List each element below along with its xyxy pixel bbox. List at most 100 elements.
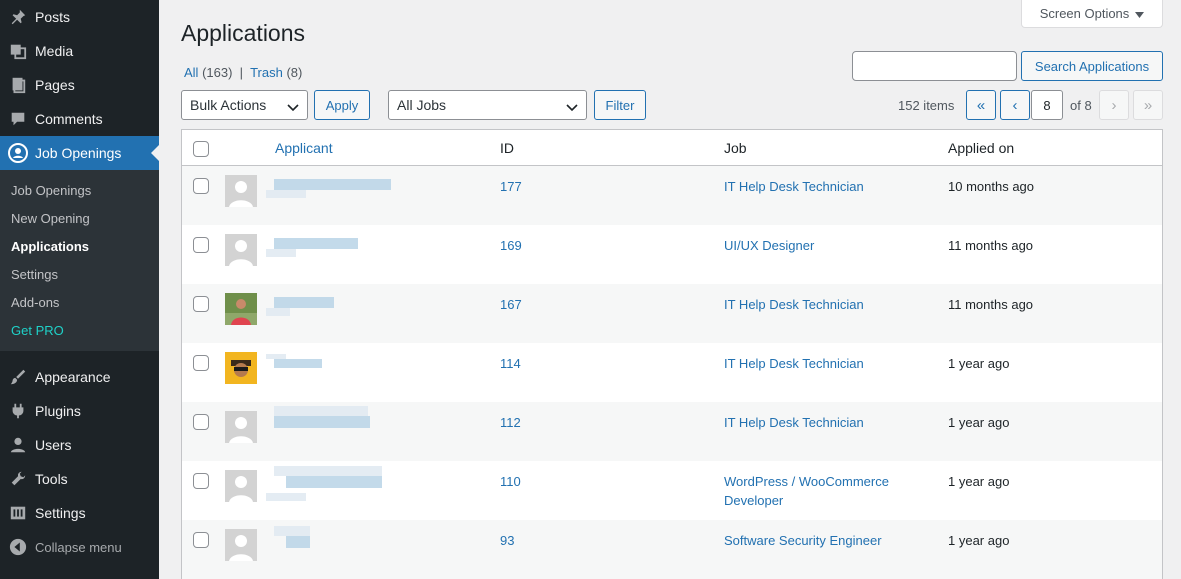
submenu-job-openings[interactable]: Job Openings bbox=[11, 183, 92, 198]
row-checkbox[interactable] bbox=[193, 473, 209, 489]
job-link[interactable]: IT Help Desk Technician bbox=[724, 297, 864, 312]
menu-label: Users bbox=[35, 437, 72, 453]
table-row: 93 Software Security Engineer 1 year ago bbox=[182, 520, 1162, 579]
menu-settings[interactable]: Settings bbox=[0, 496, 159, 530]
last-page-button: » bbox=[1133, 90, 1163, 120]
person-badge-icon bbox=[8, 143, 28, 163]
menu-comments[interactable]: Comments bbox=[0, 102, 159, 136]
bulk-actions-value: Bulk Actions bbox=[190, 97, 267, 113]
page-title: Applications bbox=[181, 20, 306, 46]
search-input[interactable] bbox=[852, 51, 1017, 81]
settings-icon bbox=[8, 503, 28, 523]
collapse-menu-label: Collapse menu bbox=[35, 539, 122, 555]
pages-icon bbox=[8, 75, 28, 95]
application-id-link[interactable]: 93 bbox=[500, 533, 515, 548]
application-id-link[interactable]: 114 bbox=[500, 356, 521, 371]
submenu-settings[interactable]: Settings bbox=[11, 267, 58, 282]
menu-label: Job Openings bbox=[35, 145, 122, 161]
view-all-link[interactable]: All bbox=[184, 65, 199, 80]
admin-sidebar: Posts Media Pages Comments Job Openings … bbox=[0, 0, 159, 579]
menu-pages[interactable]: Pages bbox=[0, 68, 159, 102]
menu-job-openings[interactable]: Job Openings bbox=[0, 136, 159, 170]
menu-label: Plugins bbox=[35, 403, 81, 419]
chevron-down-icon bbox=[287, 100, 299, 116]
search-applications-button[interactable]: Search Applications bbox=[1021, 51, 1163, 81]
submenu-get-pro[interactable]: Get PRO bbox=[11, 323, 64, 338]
avatar bbox=[225, 234, 257, 266]
main-content: Screen Options Applications All (163) | … bbox=[159, 0, 1181, 579]
job-link[interactable]: IT Help Desk Technician bbox=[724, 415, 864, 430]
screen-options-button[interactable]: Screen Options bbox=[1021, 0, 1163, 28]
menu-label: Appearance bbox=[35, 369, 111, 385]
wrench-icon bbox=[8, 469, 28, 489]
collapse-arrow-icon bbox=[8, 537, 28, 557]
chevron-down-icon bbox=[566, 100, 578, 116]
menu-label: Settings bbox=[35, 505, 86, 521]
current-page-input[interactable]: 8 bbox=[1031, 90, 1063, 120]
column-applicant[interactable]: Applicant bbox=[275, 140, 333, 156]
menu-label: Comments bbox=[35, 111, 103, 127]
application-id-link[interactable]: 169 bbox=[500, 238, 522, 253]
applied-on: 11 months ago bbox=[948, 297, 1034, 312]
menu-tools[interactable]: Tools bbox=[0, 462, 159, 496]
menu-label: Tools bbox=[35, 471, 68, 487]
view-trash-link[interactable]: Trash bbox=[250, 65, 283, 80]
application-id-link[interactable]: 167 bbox=[500, 297, 522, 312]
column-applied-on: Applied on bbox=[948, 140, 1015, 156]
submenu-applications[interactable]: Applications bbox=[11, 239, 90, 254]
avatar bbox=[225, 175, 257, 207]
select-all-checkbox[interactable] bbox=[193, 141, 209, 157]
avatar bbox=[225, 293, 257, 325]
column-id: ID bbox=[500, 140, 514, 156]
job-link[interactable]: UI/UX Designer bbox=[724, 238, 815, 253]
applications-table: Applicant ID Job Applied on 177 IT Help … bbox=[181, 129, 1163, 579]
row-checkbox[interactable] bbox=[193, 355, 209, 371]
first-page-button[interactable]: « bbox=[966, 90, 996, 120]
bulk-actions-select[interactable]: Bulk Actions bbox=[181, 90, 308, 120]
jobs-filter-select[interactable]: All Jobs bbox=[388, 90, 587, 120]
row-checkbox[interactable] bbox=[193, 414, 209, 430]
job-link[interactable]: IT Help Desk Technician bbox=[724, 179, 864, 194]
application-id-link[interactable]: 110 bbox=[500, 474, 521, 489]
menu-media[interactable]: Media bbox=[0, 34, 159, 68]
column-job: Job bbox=[724, 140, 747, 156]
avatar bbox=[225, 529, 257, 561]
media-icon bbox=[8, 41, 28, 61]
row-checkbox[interactable] bbox=[193, 237, 209, 253]
submenu-new-opening[interactable]: New Opening bbox=[11, 211, 90, 226]
menu-users[interactable]: Users bbox=[0, 428, 159, 462]
prev-page-button[interactable]: ‹ bbox=[1000, 90, 1030, 120]
users-icon bbox=[8, 435, 28, 455]
next-page-button: › bbox=[1099, 90, 1129, 120]
caret-down-icon bbox=[1135, 6, 1145, 21]
job-link[interactable]: Software Security Engineer bbox=[724, 533, 882, 548]
table-row: 177 IT Help Desk Technician 10 months ag… bbox=[182, 166, 1162, 225]
applied-on: 11 months ago bbox=[948, 238, 1034, 253]
menu-appearance[interactable]: Appearance bbox=[0, 360, 159, 394]
job-openings-submenu: Job Openings New Opening Applications Se… bbox=[0, 170, 159, 351]
view-all-count: (163) bbox=[202, 65, 233, 80]
pushpin-icon bbox=[8, 7, 28, 27]
apply-button[interactable]: Apply bbox=[314, 90, 370, 120]
menu-label: Media bbox=[35, 43, 74, 59]
application-id-link[interactable]: 112 bbox=[500, 415, 521, 430]
jobs-filter-value: All Jobs bbox=[397, 97, 447, 113]
filter-button[interactable]: Filter bbox=[594, 90, 646, 120]
row-checkbox[interactable] bbox=[193, 178, 209, 194]
collapse-menu-button[interactable]: Collapse menu bbox=[0, 530, 159, 564]
avatar bbox=[225, 352, 257, 384]
row-checkbox[interactable] bbox=[193, 532, 209, 548]
row-checkbox[interactable] bbox=[193, 296, 209, 312]
job-link[interactable]: WordPress / WooCommerce Developer bbox=[724, 474, 889, 508]
application-id-link[interactable]: 177 bbox=[500, 179, 522, 194]
submenu-add-ons[interactable]: Add-ons bbox=[11, 295, 60, 310]
avatar bbox=[225, 411, 257, 443]
screen-options-label: Screen Options bbox=[1039, 6, 1130, 21]
menu-posts[interactable]: Posts bbox=[0, 0, 159, 34]
view-separator: | bbox=[239, 65, 244, 80]
menu-label: Posts bbox=[35, 9, 71, 25]
items-count: 152 items bbox=[898, 98, 955, 113]
applied-on: 1 year ago bbox=[948, 533, 1010, 548]
menu-plugins[interactable]: Plugins bbox=[0, 394, 159, 428]
job-link[interactable]: IT Help Desk Technician bbox=[724, 356, 864, 371]
